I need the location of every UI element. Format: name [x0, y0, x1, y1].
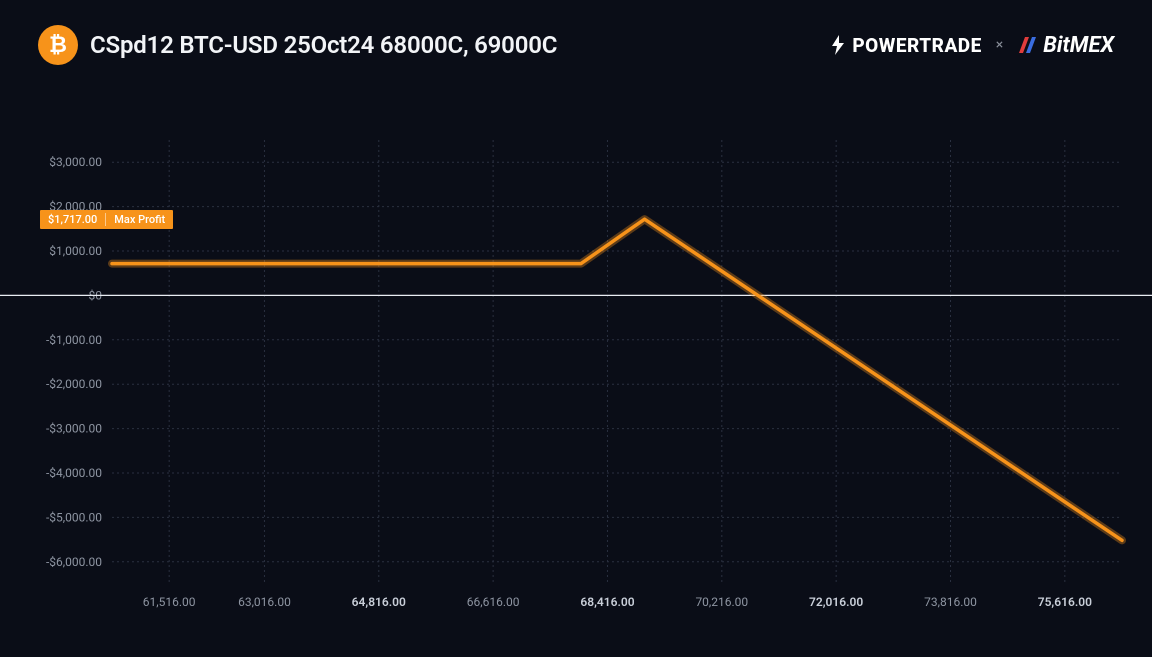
- max-profit-value: $1,717.00: [40, 213, 106, 226]
- bolt-icon: [830, 35, 846, 55]
- max-profit-label: Max Profit: [106, 213, 173, 226]
- btc-icon: ₿: [38, 25, 78, 65]
- svg-text:66,616.00: 66,616.00: [467, 595, 520, 609]
- svg-text:64,816.00: 64,816.00: [352, 595, 406, 609]
- svg-text:-$2,000.00: -$2,000.00: [46, 377, 102, 391]
- svg-text:₿: ₿: [49, 32, 67, 57]
- svg-text:73,816.00: 73,816.00: [924, 595, 977, 609]
- page-title: CSpd12 BTC-USD 25Oct24 68000C, 69000C: [90, 31, 557, 59]
- brand-bitmex-bit: Bit: [1043, 33, 1070, 58]
- pnl-chart: $3,000.00$2,000.00$1,000.00$0-$1,000.00-…: [0, 100, 1152, 630]
- svg-text:-$3,000.00: -$3,000.00: [46, 422, 102, 436]
- svg-text:-$1,000.00: -$1,000.00: [46, 333, 102, 347]
- svg-text:-$4,000.00: -$4,000.00: [46, 466, 102, 480]
- brand-separator: ×: [996, 37, 1003, 53]
- svg-text:68,416.00: 68,416.00: [580, 595, 634, 609]
- header-left: ₿ CSpd12 BTC-USD 25Oct24 68000C, 69000C: [38, 25, 557, 65]
- brand-powertrade: POWERTRADE: [830, 34, 981, 57]
- svg-text:61,516.00: 61,516.00: [143, 595, 196, 609]
- header-right: POWERTRADE × BitMEX: [830, 33, 1114, 58]
- brand-bitmex-mex: MEX: [1070, 33, 1114, 58]
- svg-text:-$6,000.00: -$6,000.00: [46, 555, 102, 569]
- header-bar: ₿ CSpd12 BTC-USD 25Oct24 68000C, 69000C …: [0, 0, 1152, 90]
- svg-text:75,616.00: 75,616.00: [1038, 595, 1092, 609]
- svg-text:-$5,000.00: -$5,000.00: [46, 510, 102, 524]
- bitmex-icon: [1017, 35, 1037, 55]
- svg-text:72,016.00: 72,016.00: [809, 595, 863, 609]
- svg-text:63,016.00: 63,016.00: [238, 595, 291, 609]
- chart-svg: $3,000.00$2,000.00$1,000.00$0-$1,000.00-…: [0, 100, 1152, 630]
- svg-text:$1,000.00: $1,000.00: [49, 244, 102, 258]
- brand-bitmex: BitMEX: [1017, 33, 1114, 58]
- brand-powertrade-text: POWERTRADE: [852, 34, 981, 57]
- svg-text:70,216.00: 70,216.00: [695, 595, 748, 609]
- max-profit-badge: $1,717.00 Max Profit: [40, 210, 173, 229]
- svg-text:$3,000.00: $3,000.00: [49, 155, 102, 169]
